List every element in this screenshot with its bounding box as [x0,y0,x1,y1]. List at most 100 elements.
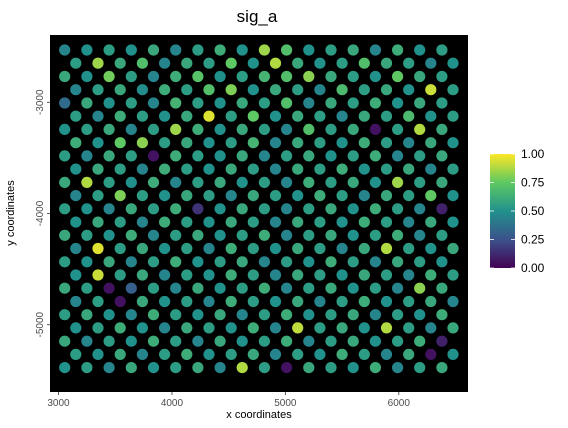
data-point [214,123,226,135]
data-point [425,269,437,281]
data-point [281,44,293,56]
data-point [247,57,259,69]
data-point [347,176,359,188]
data-point [447,242,459,255]
data-point [103,229,115,241]
data-point [192,176,204,188]
data-point [380,57,393,69]
data-point [392,229,404,241]
data-point [447,216,459,228]
data-point [436,282,448,294]
data-point [236,97,248,109]
data-point [380,163,393,175]
data-point [203,57,215,69]
data-point [236,150,248,162]
data-point [336,269,348,281]
data-point [59,44,71,56]
data-point [269,190,282,202]
data-point [336,190,348,202]
data-point [81,362,93,374]
data-point [147,203,160,215]
data-point [114,348,126,360]
data-point [147,97,160,109]
data-point [203,163,215,175]
data-point [170,309,182,321]
data-point [414,44,426,56]
data-point [380,242,393,255]
data-point [292,242,304,255]
data-point [358,57,370,69]
data-point [392,256,404,268]
data-point [403,322,415,334]
data-point [236,123,248,135]
data-point [336,348,348,360]
data-point [170,176,182,188]
data-point [236,309,248,321]
data-point [136,57,148,69]
data-point [136,137,148,149]
data-point [170,44,182,56]
data-point [70,295,82,308]
data-point [147,176,160,188]
data-point [281,282,293,294]
data-point [292,137,304,149]
data-point [236,256,248,268]
data-point [269,322,282,334]
data-point [59,150,71,162]
data-point [181,269,193,281]
data-point [147,123,160,135]
data-point [70,216,82,228]
data-point [281,309,293,321]
data-point [314,110,326,122]
data-point [125,282,137,294]
data-point [236,282,248,294]
data-point [170,97,182,109]
data-point [392,70,404,83]
data-point [369,150,381,162]
data-point [214,203,226,215]
data-point [269,163,282,175]
data-point [392,335,404,347]
data-point [358,269,370,281]
data-point [59,282,71,294]
data-point [136,163,148,175]
colorbar-tick-label: 0.50 [521,204,545,218]
data-point [325,203,337,215]
data-point [236,203,248,215]
data-point [325,229,337,241]
data-point [314,190,326,202]
data-point [281,256,293,268]
data-point [403,242,415,255]
data-point [192,362,204,374]
data-point [125,176,137,188]
data-point [403,163,415,175]
data-point [347,150,359,162]
data-point [269,242,282,255]
data-point [281,123,293,135]
data-point [103,335,115,347]
data-point [380,216,393,228]
data-point [125,335,137,347]
data-point [181,348,193,360]
data-point [114,269,126,281]
data-point [314,322,326,334]
data-point [281,176,293,188]
data-point [347,44,359,56]
data-point [125,70,137,83]
data-point [425,190,437,202]
data-point [125,123,137,135]
data-point [414,123,426,135]
data-point [203,84,215,96]
data-point [225,269,237,281]
data-point [70,110,82,122]
data-point [336,295,348,308]
data-point [325,256,337,268]
data-point [258,203,270,215]
data-point [225,322,237,334]
data-point [325,282,337,294]
data-point [170,123,182,135]
data-point [225,190,237,202]
data-point [247,190,259,202]
data-point [192,70,204,83]
data-point [81,229,93,241]
